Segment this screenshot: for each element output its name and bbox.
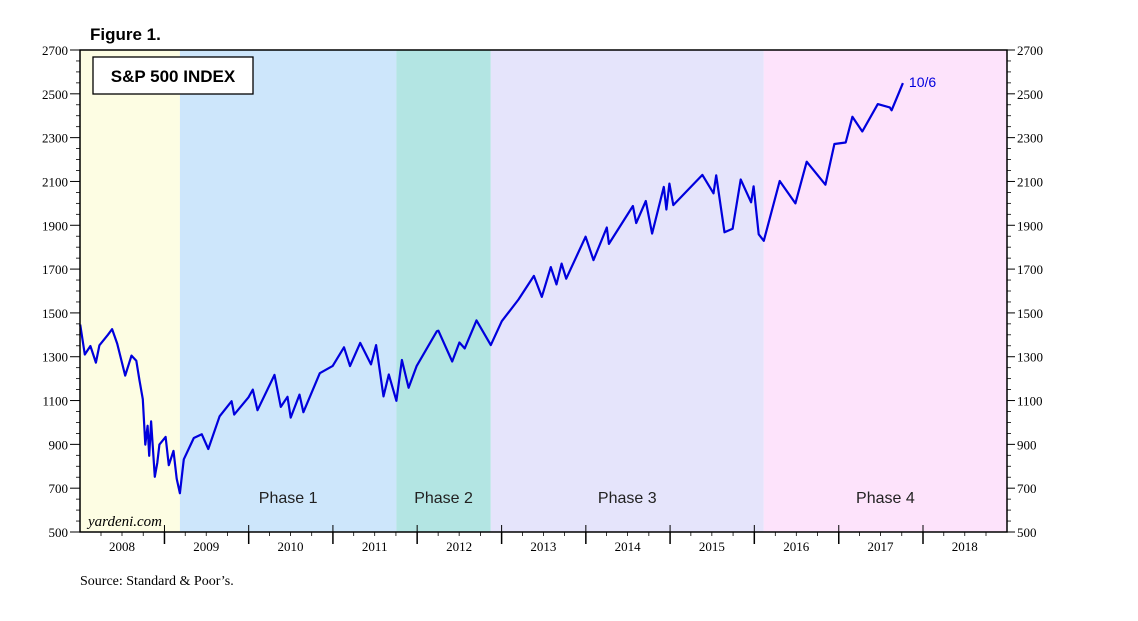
y-tick-label-left: 1100	[42, 394, 68, 409]
series-layer	[79, 82, 904, 495]
x-tick-label: 2015	[699, 539, 725, 554]
x-tick-label: 2014	[615, 539, 642, 554]
x-tick-label: 2017	[868, 539, 895, 554]
x-tick-label: 2012	[446, 539, 472, 554]
y-tick-label-right: 2500	[1017, 87, 1043, 102]
y-tick-label-left: 2500	[42, 87, 68, 102]
y-tick-label-right: 1700	[1017, 262, 1043, 277]
y-tick-label-left: 900	[49, 437, 69, 452]
phase-label: Phase 4	[856, 490, 915, 507]
phase-band-3	[490, 50, 764, 532]
watermark: yardeni.com	[86, 514, 162, 530]
phase-band-2	[396, 50, 491, 532]
y-tick-label-right: 2700	[1017, 43, 1043, 58]
y-tick-label-left: 500	[49, 525, 69, 540]
x-tick-label: 2010	[277, 539, 303, 554]
y-tick-label-left: 1300	[42, 350, 68, 365]
y-tick-label-left: 700	[49, 481, 69, 496]
x-tick-label: 2018	[952, 539, 978, 554]
figure-label: Figure 1.	[90, 25, 161, 44]
left-axis: 500 700 900 1100 1300 1500 1700 1900 2100 2300 250…	[42, 43, 80, 540]
phase-label: Phase 1	[259, 490, 318, 507]
y-tick-label-right: 1100	[1017, 394, 1043, 409]
y-tick-label-right: 2300	[1017, 131, 1043, 146]
y-tick-label-left: 2700	[42, 43, 68, 58]
sp500-series-line	[79, 82, 904, 495]
y-tick-label-left: 1700	[42, 262, 68, 277]
end-annotation: 10/6	[909, 74, 936, 90]
chart-title-box: S&P 500 INDEX	[92, 56, 254, 95]
x-tick-label: 2016	[783, 539, 810, 554]
x-tick-label: 2011	[362, 539, 388, 554]
phase-band-4	[763, 50, 1007, 532]
x-tick-label: 2013	[530, 539, 556, 554]
phase-label: Phase 2	[414, 490, 473, 507]
y-tick-label-right: 2100	[1017, 174, 1043, 189]
y-tick-label-right: 1300	[1017, 350, 1043, 365]
x-tick-label: 2008	[109, 539, 135, 554]
y-tick-label-left: 2300	[42, 131, 68, 146]
phase-label: Phase 3	[598, 490, 657, 507]
chart-title: S&P 500 INDEX	[111, 67, 236, 86]
y-tick-label-left: 1500	[42, 306, 68, 321]
y-tick-label-right: 1900	[1017, 218, 1043, 233]
right-axis: 500 700 900 1100 1300 1500 1700 1900 2100 2300 250…	[1007, 43, 1043, 540]
y-tick-label-right: 500	[1017, 525, 1037, 540]
phase-labels: Phase 1 Phase 2 Phase 3 Phase 4	[259, 490, 915, 507]
y-tick-label-left: 1900	[42, 218, 68, 233]
y-tick-label-right: 900	[1017, 437, 1037, 452]
phase-backgrounds	[80, 50, 1007, 532]
x-axis: 2008 2009 2010 2011 2012 2013 2014 2015 2016 2017…	[100, 525, 987, 554]
phase-band-1	[179, 50, 397, 532]
phase-band-0	[80, 50, 180, 532]
y-tick-label-right: 700	[1017, 481, 1037, 496]
y-tick-label-right: 1500	[1017, 306, 1043, 321]
x-tick-label: 2009	[193, 539, 219, 554]
y-tick-label-left: 2100	[42, 174, 68, 189]
source-note: Source: Standard & Poor’s.	[80, 574, 234, 589]
